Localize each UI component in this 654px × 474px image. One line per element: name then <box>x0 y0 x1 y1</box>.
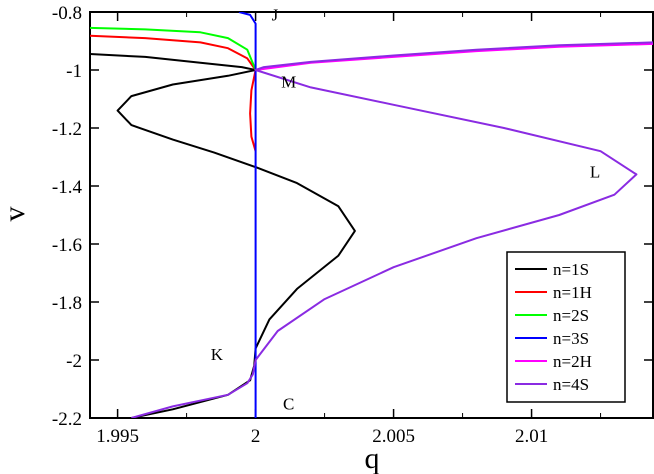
point-label-l: L <box>590 162 600 181</box>
legend-box <box>506 251 626 403</box>
point-label-c: C <box>283 394 294 413</box>
point-label-j: J <box>272 6 279 25</box>
legend-label-n-1h: n=1H <box>553 283 592 302</box>
plot-frame <box>89 11 654 419</box>
x-axis-title: q <box>365 442 380 474</box>
y-axis-title: v <box>0 207 31 222</box>
x-tick-label: 1.995 <box>96 426 139 447</box>
y-tick-label: -1 <box>66 61 82 82</box>
series-line-n-4s <box>131 41 653 418</box>
y-tick-label: -2 <box>66 351 82 372</box>
legend-label-n-1s: n=1S <box>553 260 589 279</box>
legend-label-n-2h: n=2H <box>553 352 592 371</box>
y-tick-label: -1.2 <box>52 119 82 140</box>
y-tick-label: -1.4 <box>52 177 83 198</box>
point-label-k: K <box>211 345 224 364</box>
point-label-m: M <box>281 72 296 91</box>
series-line-n-2s <box>90 26 257 71</box>
x-tick-label: 2 <box>251 426 261 447</box>
series-line-n-3s <box>238 12 257 418</box>
series-line-n-1h <box>90 34 257 152</box>
y-tick-label: -0.8 <box>52 3 82 24</box>
legend-label-n-3s: n=3S <box>553 329 589 348</box>
legend-label-n-2s: n=2S <box>553 306 589 325</box>
y-tick-label: -1.8 <box>52 293 82 314</box>
series-line-n-2h <box>255 42 653 71</box>
y-tick-label: -1.6 <box>52 235 82 256</box>
x-tick-label: 2.01 <box>515 426 548 447</box>
legend-label-n-4s: n=4S <box>553 375 589 394</box>
y-tick-label: -2.2 <box>52 409 82 430</box>
x-tick-label: 2.005 <box>372 426 415 447</box>
